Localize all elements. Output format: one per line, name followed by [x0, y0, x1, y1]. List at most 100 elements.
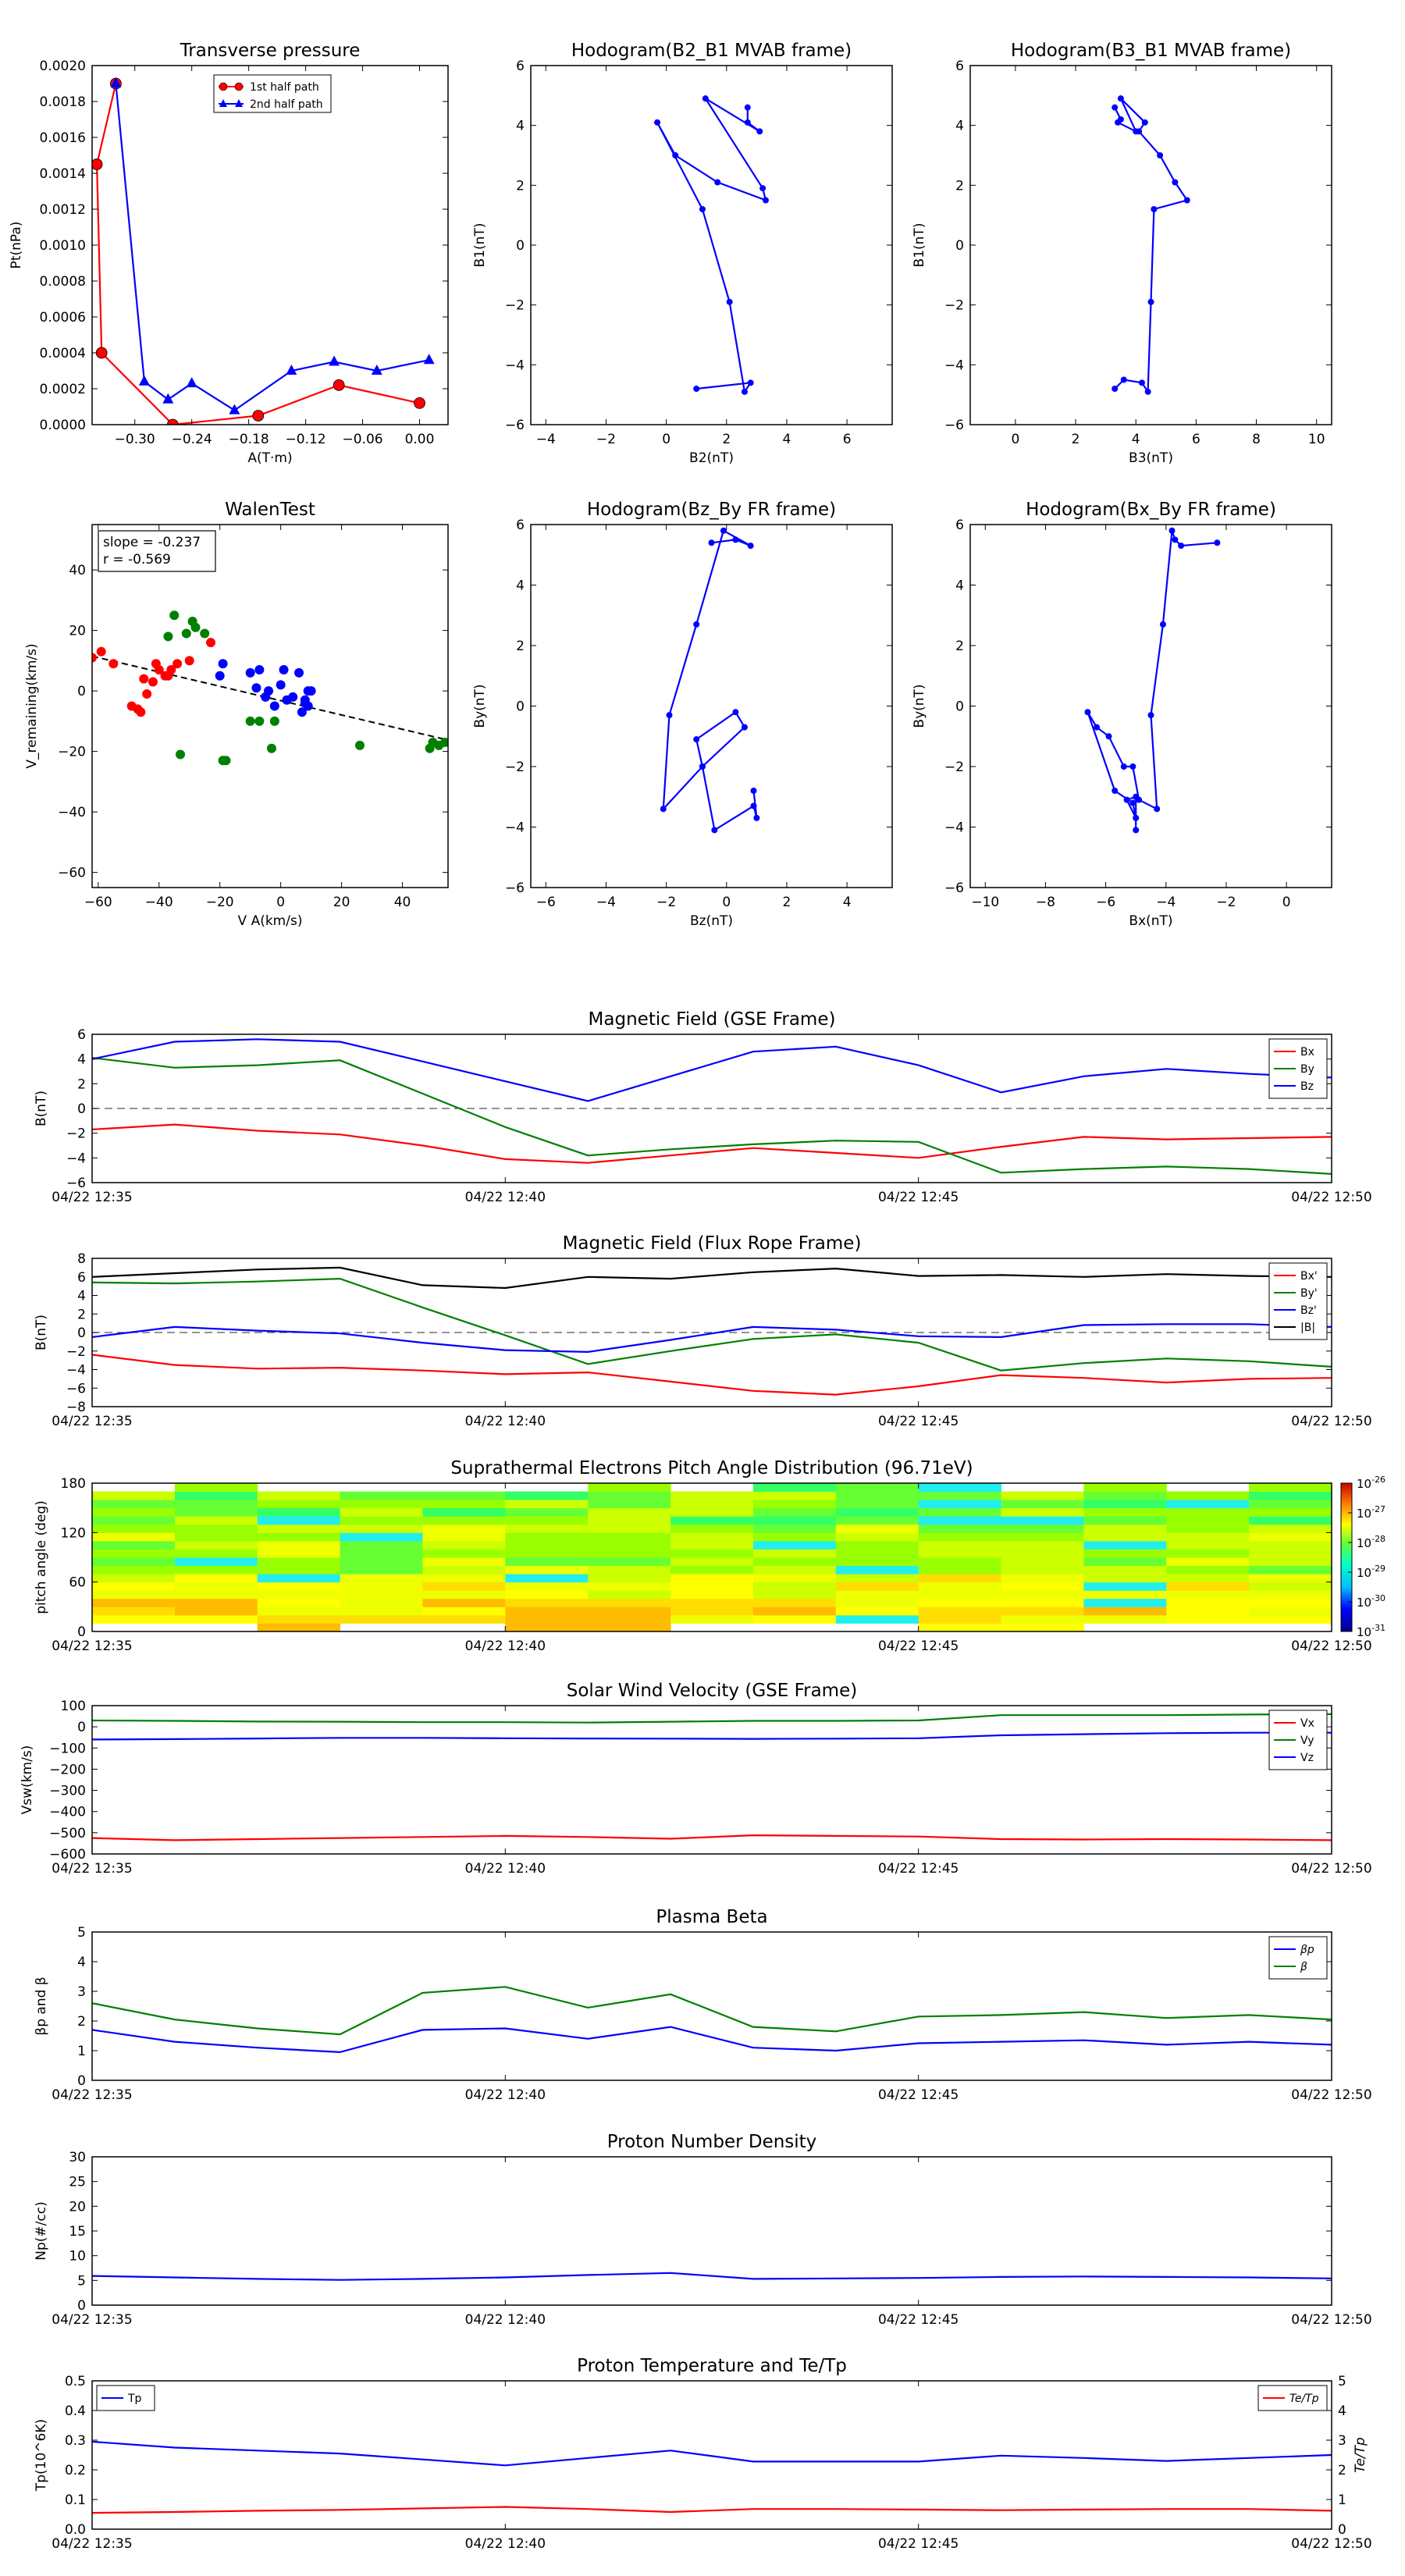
heatmap-cell	[918, 1491, 1002, 1500]
heatmap-cell	[257, 1574, 341, 1583]
legend-label: Bz'	[1300, 1304, 1317, 1317]
series-line-0	[662, 529, 758, 832]
x-tick-label: 2	[1072, 432, 1080, 447]
data-point	[200, 628, 210, 639]
heatmap-cell	[1083, 1582, 1167, 1591]
data-point	[1172, 536, 1179, 543]
data-point	[229, 404, 240, 415]
heatmap-cell	[1083, 1557, 1167, 1567]
heatmap-cell	[1249, 1582, 1332, 1591]
heatmap-cell	[752, 1540, 837, 1550]
y-tick-label: 5	[77, 2273, 86, 2289]
y-tick-label: 2	[516, 639, 525, 654]
heatmap-cell	[1001, 1524, 1084, 1533]
data-point	[1172, 179, 1179, 186]
heatmap-cell	[918, 1574, 1002, 1583]
data-point	[333, 379, 345, 391]
chart-title: Proton Temperature and Te/Tp	[577, 2356, 847, 2376]
heatmap-cell	[1166, 1590, 1250, 1599]
series-line-0	[656, 98, 767, 394]
heatmap-cell	[257, 1565, 341, 1574]
y-tick-label: 0.0000	[40, 418, 86, 433]
heatmap-cell	[1001, 1623, 1084, 1632]
heatmap-cell	[257, 1532, 341, 1542]
series-line-0	[95, 83, 420, 425]
series-line-1	[92, 1713, 1332, 1724]
heatmap-cell	[835, 1557, 919, 1567]
heatmap-cell	[1083, 1598, 1167, 1607]
data-point	[711, 827, 718, 834]
y-tick-label: 8	[77, 1251, 86, 1267]
plot-area	[92, 1266, 1332, 1396]
heatmap-cell	[1001, 1507, 1084, 1517]
data-point	[245, 667, 255, 678]
heatmap-cell	[1166, 1565, 1250, 1574]
data-point	[371, 365, 382, 375]
data-point	[184, 656, 194, 666]
data-point	[1154, 806, 1161, 813]
y-axis-label: Pt(nPa)	[9, 222, 24, 269]
y-tick-label: −60	[58, 866, 86, 881]
x-tick-label: 2	[783, 895, 791, 910]
data-point	[1120, 763, 1127, 770]
heatmap-cell	[670, 1565, 754, 1574]
data-point	[1105, 733, 1112, 740]
data-point	[759, 185, 767, 192]
data-point	[136, 707, 146, 717]
data-point	[660, 806, 667, 813]
y-axis-label: Tp(10^6K)	[34, 2419, 49, 2492]
legend-box	[1268, 1262, 1328, 1340]
time-tick-label: 04/22 12:45	[878, 1190, 959, 1205]
y-tick-label: 1	[1338, 2492, 1346, 2508]
y-axis-label-right: Te/Tp	[1353, 2437, 1368, 2473]
legend-label: By	[1300, 1063, 1314, 1076]
time-tick-label: 04/22 12:40	[465, 1190, 546, 1205]
heatmap-cell	[1249, 1516, 1332, 1525]
plot-frame	[91, 524, 449, 888]
y-tick-label: 2	[77, 1307, 86, 1322]
y-tick-label: 4	[77, 1289, 86, 1304]
heatmap-cell	[752, 1507, 837, 1517]
time-tick-label: 04/22 12:40	[465, 2087, 546, 2103]
heatmap-cell	[422, 1557, 506, 1567]
heatmap-cell	[752, 1574, 837, 1583]
x-tick-label: 2	[722, 432, 731, 447]
y-tick-label: 0.0016	[40, 130, 86, 146]
heatmap-cell	[1249, 1549, 1332, 1558]
data-point	[1129, 799, 1136, 806]
data-point	[741, 724, 748, 731]
heatmap-cell	[918, 1582, 1002, 1591]
series-line-2	[92, 1038, 1332, 1102]
heatmap-cell	[1001, 1549, 1084, 1558]
y-tick-label: 60	[69, 1575, 86, 1591]
legend-label: Vy	[1300, 1735, 1314, 1747]
heatmap-cell	[1166, 1491, 1250, 1500]
legend-label: Tp	[127, 2393, 142, 2405]
data-point	[708, 539, 715, 546]
plot-frame	[530, 524, 893, 888]
y-tick-label: 0	[77, 1325, 86, 1341]
heatmap-cell	[670, 1507, 754, 1517]
data-point	[747, 543, 754, 550]
data-point	[732, 709, 739, 716]
heatmap-cell	[670, 1590, 754, 1599]
heatmap-cell	[1083, 1574, 1167, 1583]
chart-h2: Hodogram(B3_B1 MVAB frame) 0 2 4 6 8 10 −6 −4 −2 0…	[912, 41, 1332, 466]
chart-beta: Plasma Beta 04/22 12:35 04/22 12:40 04/22 1…	[34, 1907, 1372, 2103]
data-point	[269, 701, 279, 711]
plot-frame	[530, 65, 893, 425]
plot-area	[92, 1986, 1332, 2054]
heatmap-cell	[340, 1540, 423, 1550]
series-line-0	[92, 1834, 1332, 1841]
y-tick-label: 0	[77, 1101, 86, 1117]
annotation-box	[98, 530, 216, 572]
y-tick-label: 2	[1338, 2463, 1346, 2478]
heatmap-cell	[670, 1532, 754, 1542]
plot-frame	[91, 65, 449, 425]
x-tick-label: −60	[84, 895, 112, 910]
heatmap-cell	[340, 1491, 423, 1500]
heatmap-cell	[174, 1532, 258, 1542]
y-tick-label: 0	[77, 2073, 86, 2089]
heatmap-cell	[422, 1507, 506, 1517]
time-tick-label: 04/22 12:35	[52, 2536, 132, 2552]
